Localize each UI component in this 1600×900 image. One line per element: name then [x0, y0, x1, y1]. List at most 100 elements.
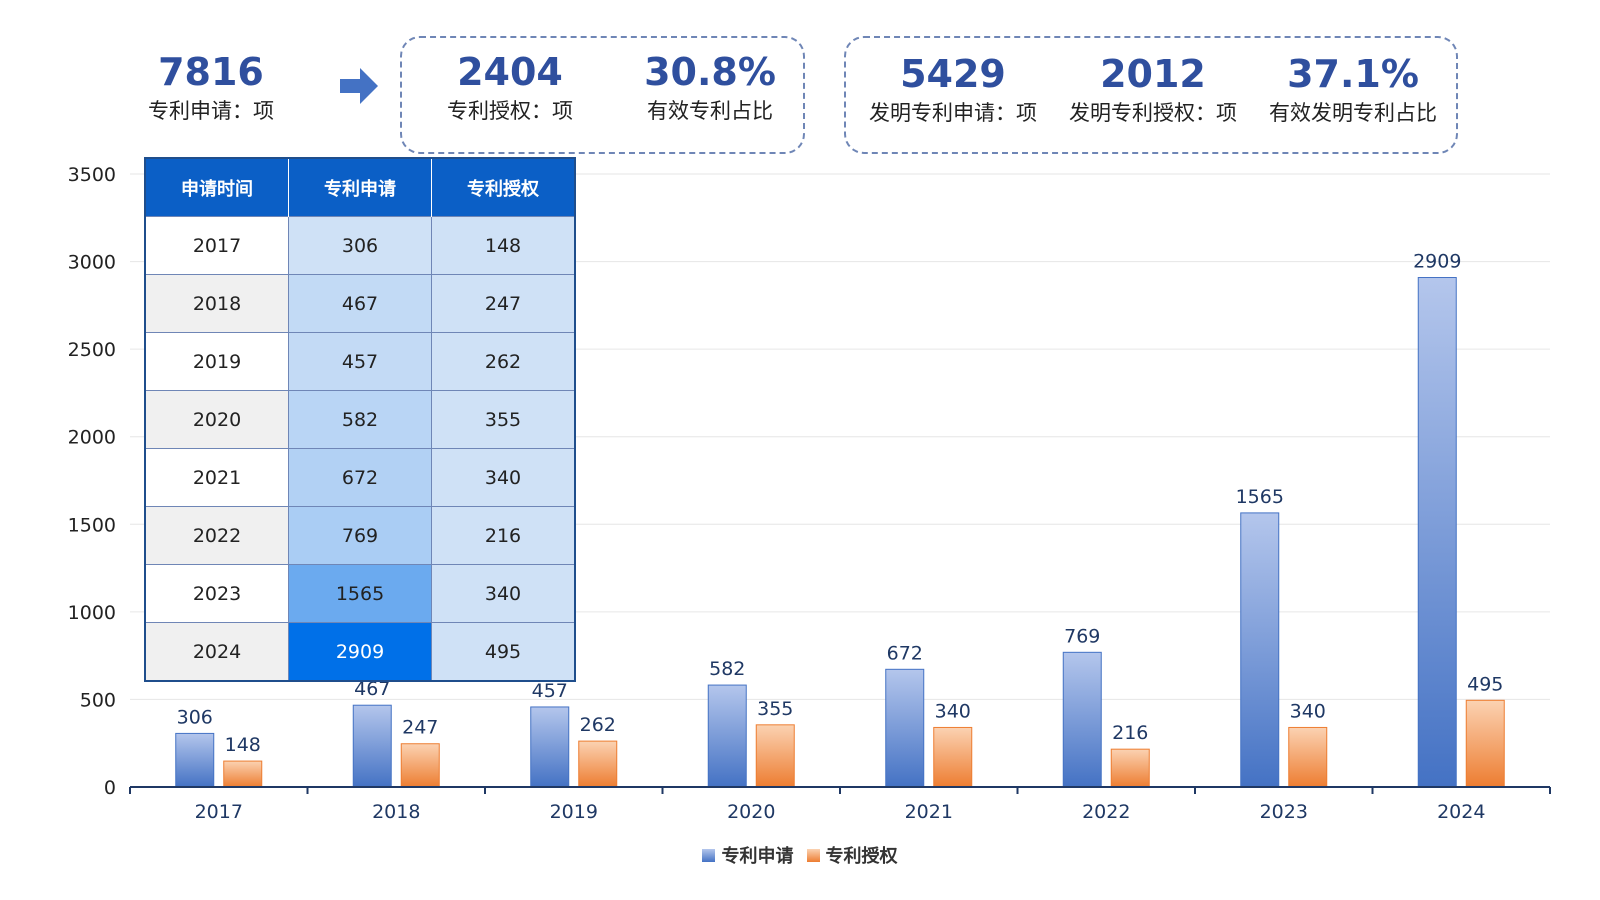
cell-year: 2018	[145, 274, 289, 333]
table-row: 2023 1565 340	[145, 564, 575, 623]
bar-applications-2024	[1417, 277, 1457, 788]
legend-swatch-applications	[702, 848, 716, 862]
kpi-label: 有效发明专利占比	[1269, 101, 1437, 125]
table-row: 2017 306 148	[145, 216, 575, 275]
bar-applications-2020	[707, 684, 747, 788]
bar-applications-2021	[885, 668, 925, 788]
kpi-grants: 2404 专利授权：项	[430, 50, 590, 126]
bar-applications-2019	[530, 706, 570, 788]
chart-legend: 专利申请 专利授权	[0, 842, 1600, 868]
cell-applications: 1565	[288, 564, 432, 623]
cell-grants: 148	[431, 216, 575, 275]
kpi-value: 2404	[457, 50, 563, 94]
cell-applications: 582	[288, 390, 432, 449]
kpi-label: 发明专利申请：项	[869, 101, 1037, 125]
table-row: 2019 457 262	[145, 332, 575, 391]
kpi-label: 专利申请：项	[148, 99, 274, 123]
kpi-value: 7816	[158, 50, 264, 94]
cell-year: 2020	[145, 390, 289, 449]
bar-grants-2019	[578, 740, 618, 788]
data-label-applications-2017: 306	[177, 706, 213, 728]
y-tick-label: 0	[104, 777, 116, 799]
kpi-label: 发明专利授权：项	[1069, 101, 1237, 125]
cell-applications: 467	[288, 274, 432, 333]
y-tick-label: 500	[80, 689, 116, 711]
data-label-applications-2019: 457	[532, 680, 568, 702]
bar-grants-2022	[1110, 748, 1150, 788]
cell-grants: 355	[431, 390, 575, 449]
bar-applications-2017	[175, 732, 215, 788]
cell-applications: 769	[288, 506, 432, 565]
x-tick-label-2017: 2017	[195, 801, 243, 823]
legend-swatch-grants	[806, 848, 820, 862]
legend-label: 专利申请	[721, 846, 794, 867]
cell-applications: 306	[288, 216, 432, 275]
table-header-row: 申请时间 专利申请 专利授权	[145, 158, 575, 217]
data-label-grants-2021: 340	[935, 700, 971, 722]
cell-applications: 672	[288, 448, 432, 507]
header-year: 申请时间	[145, 158, 289, 217]
kpi-valid-ratio: 30.8% 有效专利占比	[630, 50, 790, 126]
y-tick-label: 3500	[68, 164, 116, 186]
cell-applications: 2909	[288, 622, 432, 681]
bar-grants-2020	[755, 724, 795, 788]
data-label-applications-2023: 1565	[1236, 486, 1284, 508]
x-tick-label-2021: 2021	[905, 801, 953, 823]
data-label-grants-2020: 355	[757, 698, 793, 720]
cell-grants: 340	[431, 448, 575, 507]
cell-year: 2022	[145, 506, 289, 565]
x-tick-label-2023: 2023	[1260, 801, 1308, 823]
x-tick-label-2018: 2018	[372, 801, 420, 823]
data-label-grants-2018: 247	[402, 717, 438, 739]
x-tick-label-2024: 2024	[1437, 801, 1485, 823]
legend-item-grants: 专利授权	[806, 842, 898, 868]
legend-item-applications: 专利申请	[702, 842, 793, 868]
header-grants: 专利授权	[431, 158, 575, 217]
y-tick-label: 1000	[68, 602, 116, 624]
cell-grants: 262	[431, 332, 575, 391]
y-tick-label: 3000	[68, 252, 116, 274]
data-label-grants-2019: 262	[580, 714, 616, 736]
y-tick-label: 1500	[68, 514, 116, 536]
cell-grants: 216	[431, 506, 575, 565]
y-tick-label: 2500	[68, 339, 116, 361]
kpi-box-grants	[400, 36, 805, 154]
kpi-value: 5429	[900, 52, 1006, 96]
bar-grants-2018	[400, 743, 440, 788]
x-tick-label-2019: 2019	[550, 801, 598, 823]
bar-grants-2021	[933, 726, 973, 788]
cell-year: 2024	[145, 622, 289, 681]
data-label-applications-2020: 582	[709, 658, 745, 680]
kpi-valid-invention-ratio: 37.1% 有效发明专利占比	[1258, 52, 1448, 128]
legend-label: 专利授权	[825, 846, 898, 867]
data-label-grants-2024: 495	[1467, 673, 1503, 695]
cell-grants: 495	[431, 622, 575, 681]
cell-year: 2019	[145, 332, 289, 391]
table-row: 2022 769 216	[145, 506, 575, 565]
kpi-label: 有效专利占比	[647, 99, 773, 123]
table-row: 2024 2909 495	[145, 622, 575, 681]
bars	[175, 277, 1505, 788]
bar-applications-2018	[352, 704, 392, 788]
data-label-grants-2017: 148	[225, 734, 261, 756]
table-row: 2018 467 247	[145, 274, 575, 333]
x-axis: 2017 2018 2019 2020 2021 2022 2023 2024	[129, 786, 1551, 823]
kpi-total-applications: 7816 专利申请：项	[140, 50, 282, 126]
table-row: 2020 582 355	[145, 390, 575, 449]
kpi-invention-applications: 5429 发明专利申请：项	[858, 52, 1048, 128]
cell-applications: 457	[288, 332, 432, 391]
cell-grants: 340	[431, 564, 575, 623]
kpi-value: 2012	[1100, 52, 1206, 96]
kpi-value: 30.8%	[644, 50, 776, 94]
bar-grants-2017	[223, 760, 263, 788]
bar-grants-2023	[1288, 726, 1328, 788]
cell-year: 2017	[145, 216, 289, 275]
data-label-applications-2024: 2909	[1413, 251, 1461, 273]
data-table: 申请时间 专利申请 专利授权 2017 306 148 2018 467 247 2019 4…	[144, 157, 576, 682]
bar-grants-2024	[1465, 699, 1505, 788]
x-tick-label-2020: 2020	[727, 801, 775, 823]
data-label-grants-2023: 340	[1290, 700, 1326, 722]
data-label-applications-2021: 672	[887, 642, 923, 664]
cell-year: 2023	[145, 564, 289, 623]
